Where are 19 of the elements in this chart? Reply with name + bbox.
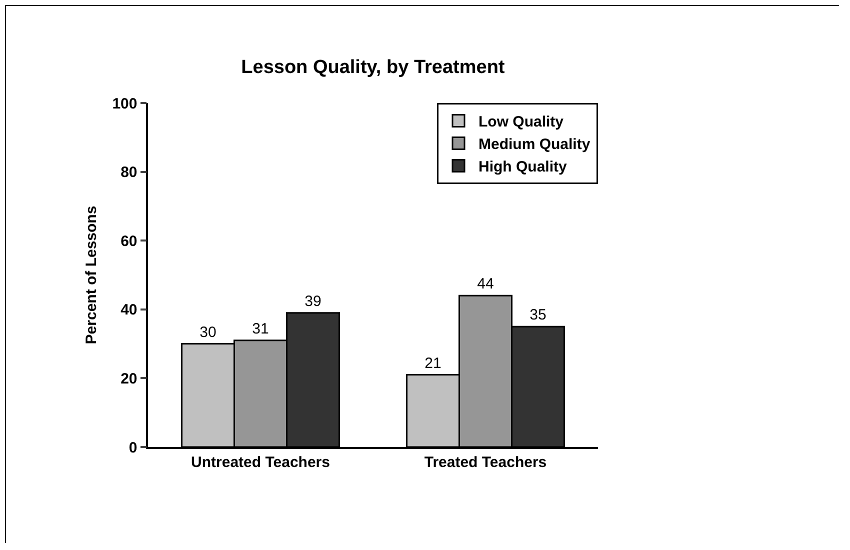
data-label: 21 xyxy=(424,354,442,372)
y-tick-label: 80 xyxy=(120,164,138,182)
y-tick-label: 60 xyxy=(120,232,138,250)
legend-label: High Quality xyxy=(478,158,568,176)
data-label: 31 xyxy=(252,320,269,338)
x-tick-label: Treated Teachers xyxy=(424,454,547,471)
data-label: 35 xyxy=(530,306,546,324)
data-label: 30 xyxy=(200,324,216,341)
chart-title: Lesson Quality, by Treatment xyxy=(241,57,506,78)
legend-label: Low Quality xyxy=(478,114,564,131)
y-tick-label: 20 xyxy=(120,370,138,388)
data-label: 44 xyxy=(477,276,494,293)
y-tick-label: 0 xyxy=(128,439,138,456)
y-axis-title: Percent of Lessons xyxy=(82,206,100,344)
y-tick-label: 40 xyxy=(120,302,138,319)
y-tick-label: 100 xyxy=(112,95,138,112)
data-label: 39 xyxy=(304,292,322,310)
x-tick-label: Untreated Teachers xyxy=(191,454,330,471)
legend-label: Medium Quality xyxy=(478,136,591,154)
